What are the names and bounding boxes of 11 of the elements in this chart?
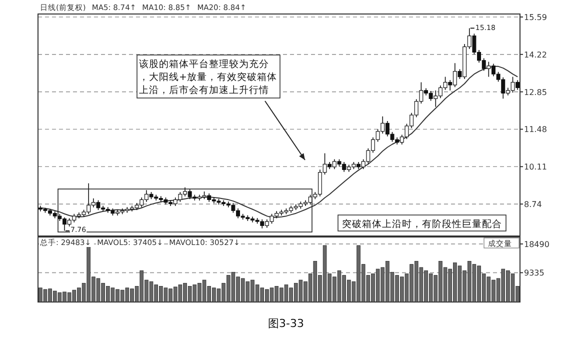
y-tick-label: 12.85	[524, 88, 547, 97]
annotation: 突破箱体上沿时，有阶段性巨量配合	[342, 218, 502, 230]
caption: 图3-33	[268, 317, 304, 330]
y-tick-label: 10.11	[524, 162, 547, 172]
annotation: 该股的箱体平台整理较为充分，大阳线+放量，有效突破箱体上沿，后市会有加速上升行情	[139, 58, 277, 96]
y-tick-label: 15.59	[524, 13, 547, 22]
y-tick-label: 9335	[524, 268, 544, 278]
y-tick-label: 18490	[524, 240, 550, 249]
y-tick-label: 8.74	[524, 200, 542, 210]
y-tick-label: 14.22	[524, 50, 547, 60]
y-tick-label: 11.48	[524, 125, 547, 134]
